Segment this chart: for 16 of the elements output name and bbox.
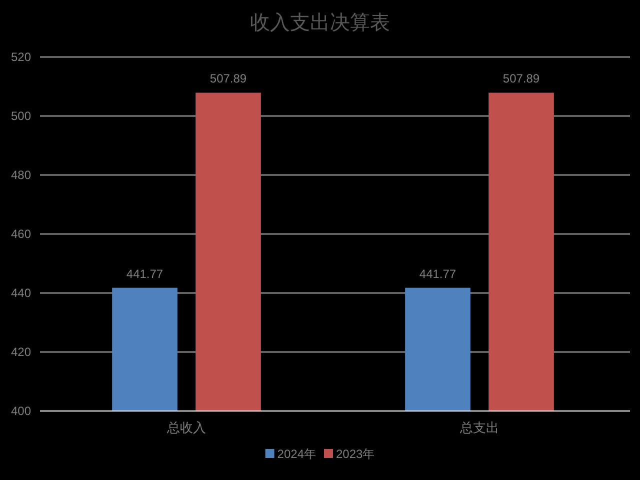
y-tick-label: 400 xyxy=(10,404,32,418)
y-tick-label: 500 xyxy=(10,109,32,123)
y-tick-label: 420 xyxy=(10,345,32,359)
data-label: 507.89 xyxy=(210,72,247,86)
legend-label: 2023年 xyxy=(336,447,375,461)
y-tick-label: 480 xyxy=(10,168,32,182)
y-tick-label: 460 xyxy=(10,227,32,241)
legend-label: 2024年 xyxy=(277,447,316,461)
data-label: 441.77 xyxy=(126,266,164,281)
data-label: 441.77 xyxy=(419,266,456,281)
x-tick-label: 总收入 xyxy=(166,420,206,435)
chart-title: 收入支出决算表 xyxy=(250,12,390,34)
x-tick-label: 总支出 xyxy=(459,420,499,435)
data-label: 507.89 xyxy=(502,72,540,86)
y-tick-label: 520 xyxy=(10,50,32,64)
y-tick-label: 440 xyxy=(10,286,32,300)
